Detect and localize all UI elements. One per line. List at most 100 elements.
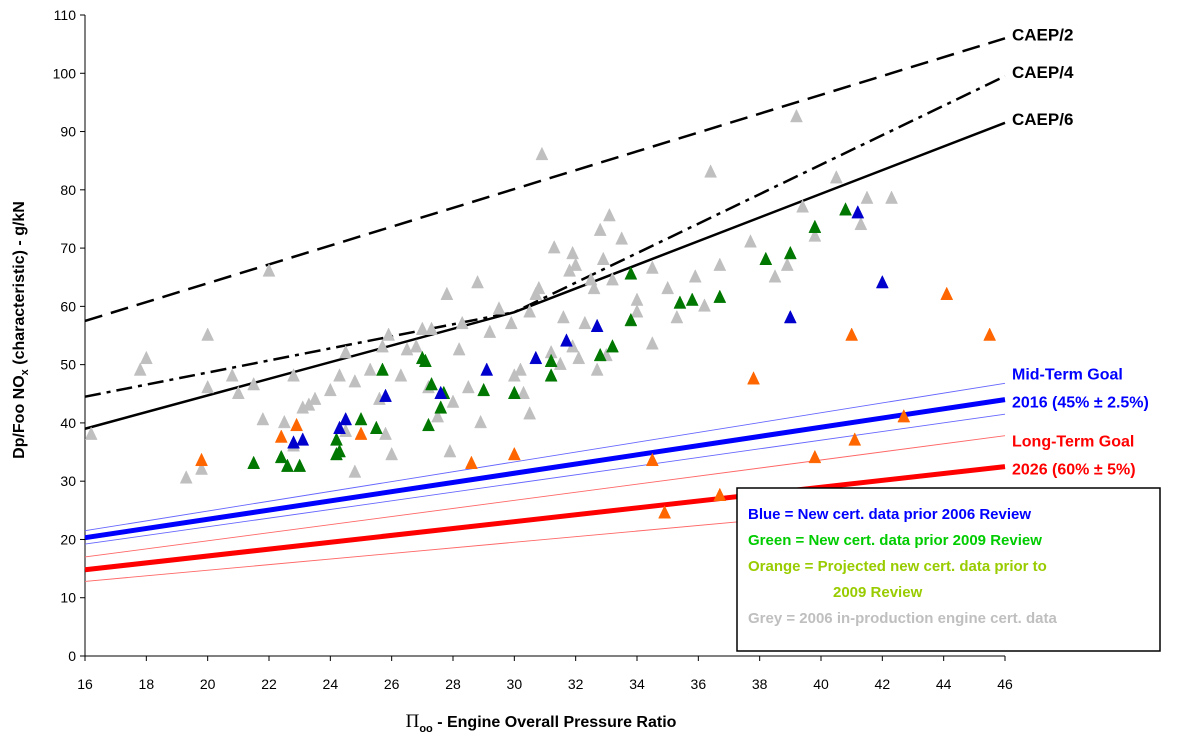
grey-data-point — [379, 426, 392, 440]
blue-data-point — [480, 362, 494, 376]
green-data-point — [247, 455, 261, 469]
grey-data-point — [630, 304, 644, 318]
y-tick-label: 50 — [60, 357, 76, 373]
orange-data-point — [848, 432, 862, 446]
grey-data-point — [308, 391, 322, 405]
grey-data-point — [348, 374, 362, 388]
grey-data-point — [394, 368, 408, 382]
grey-data-point — [483, 324, 497, 338]
green-data-point — [333, 443, 346, 458]
green-data-point — [783, 245, 797, 260]
x-tick-label: 40 — [813, 676, 829, 692]
orange-data-point — [747, 371, 760, 385]
blue-data-point — [529, 350, 543, 365]
grey-data-point — [860, 190, 874, 204]
grey-data-point — [492, 301, 506, 315]
grey-data-point — [535, 146, 549, 161]
grey-data-point — [339, 344, 353, 359]
x-tick-label: 32 — [568, 676, 584, 692]
x-tick-label: 24 — [323, 676, 339, 692]
legend-box — [736, 487, 1161, 652]
x-tick-label: 16 — [77, 676, 93, 692]
green-data-point — [507, 385, 521, 400]
grey-data-point — [523, 406, 537, 420]
grey-data-point — [201, 379, 215, 394]
legend-entry: Green = New cert. data prior 2009 Review — [748, 532, 1042, 549]
grey-data-point — [431, 409, 445, 423]
grey-data-point — [84, 426, 98, 440]
goal-label-target: 2016 (45% ± 2.5%) — [1012, 395, 1149, 412]
orange-data-point — [658, 505, 671, 519]
orange-data-point — [940, 286, 954, 300]
grey-data-point — [698, 298, 711, 312]
caep-limit-lines — [84, 37, 1006, 430]
grey-data-point — [323, 382, 337, 397]
grey-data-point — [262, 263, 276, 277]
green-data-point — [673, 295, 687, 309]
blue-data-point — [287, 435, 300, 449]
grey-data-point — [645, 260, 659, 274]
y-tick-label: 0 — [68, 648, 76, 664]
grey-data-point — [670, 309, 684, 324]
grey-data-point — [829, 170, 843, 184]
legend-entry: Blue = New cert. data prior 2006 Review — [748, 506, 1031, 523]
grey-data-point — [225, 368, 239, 382]
orange-data-point — [274, 429, 288, 443]
grey-data-point — [195, 461, 208, 475]
grey-data-point — [768, 269, 782, 283]
y-tick-label: 110 — [54, 7, 77, 23]
grey-data-point — [578, 315, 592, 330]
green-data-point — [624, 266, 638, 280]
y-tick-label: 60 — [60, 298, 76, 314]
orange-data-point — [354, 426, 368, 440]
grey-data-point — [179, 470, 193, 484]
goal-label-title: Mid-Term Goal — [1012, 367, 1123, 384]
orange-data-point — [713, 487, 727, 501]
caep-limit-label: CAEP/2 — [1012, 25, 1073, 44]
grey-data-point — [630, 292, 644, 306]
green-data-point — [544, 368, 558, 382]
grey-data-point — [461, 379, 475, 394]
grey-data-point — [471, 274, 484, 289]
grey-data-point — [139, 350, 153, 365]
data-points — [84, 108, 997, 519]
grey-data-point — [514, 362, 527, 376]
blue-data-point — [434, 385, 448, 400]
grey-data-point — [645, 336, 659, 350]
green-data-point — [759, 251, 773, 265]
grey-data-point — [790, 108, 803, 123]
orange-data-point — [808, 449, 822, 464]
grey-data-point — [854, 216, 868, 231]
grey-data-point — [532, 280, 546, 295]
grey-data-point — [553, 356, 567, 370]
grey-data-point — [455, 315, 469, 330]
green-data-point — [376, 362, 389, 376]
x-axis-title: Πoo - Engine Overall Pressure Ratio — [406, 711, 677, 735]
grey-data-point — [661, 280, 675, 295]
orange-data-point — [465, 455, 478, 469]
blue-data-point — [379, 388, 392, 402]
blue-data-point — [560, 333, 573, 347]
grey-data-point — [376, 339, 389, 353]
x-tick-label: 26 — [384, 676, 400, 692]
grey-data-point — [231, 385, 245, 400]
y-tick-label: 100 — [53, 65, 77, 81]
green-data-point — [281, 458, 294, 472]
grey-data-point — [557, 309, 570, 324]
legend-entry: Grey = 2006 in-production engine cert. d… — [748, 610, 1057, 627]
grey-data-point — [287, 368, 300, 382]
grey-data-point — [688, 269, 702, 283]
grey-data-point — [348, 464, 362, 478]
grey-data-point — [596, 251, 610, 265]
blue-data-point — [339, 411, 353, 426]
green-data-point — [544, 353, 558, 367]
grey-data-point — [615, 231, 629, 245]
caep-limit-line — [84, 75, 1006, 398]
blue-data-point — [296, 432, 310, 446]
green-data-point — [419, 353, 432, 367]
grey-data-point — [400, 341, 414, 356]
goal-label-title: Long-Term Goal — [1012, 434, 1134, 451]
green-data-point — [422, 417, 435, 432]
y-axis-title: Dp/Foo NOx (characteristic) - g/kN — [11, 201, 31, 459]
grey-data-point — [523, 304, 537, 318]
